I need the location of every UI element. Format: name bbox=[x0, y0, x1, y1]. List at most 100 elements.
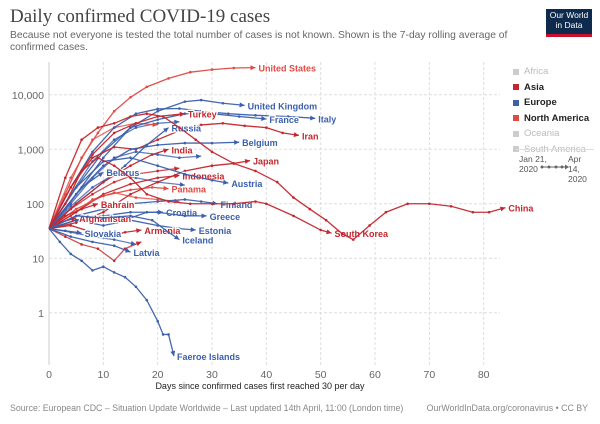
data-point bbox=[64, 176, 67, 180]
owid-logo[interactable]: Our World in Data bbox=[546, 9, 592, 37]
data-point bbox=[129, 192, 132, 196]
data-point bbox=[145, 143, 149, 147]
data-point bbox=[74, 218, 78, 222]
data-point bbox=[167, 333, 170, 336]
series-estonia: Estonia bbox=[48, 218, 233, 237]
series-line bbox=[48, 171, 104, 230]
series-label: India bbox=[172, 145, 194, 155]
data-point bbox=[210, 164, 214, 167]
credit-link[interactable]: OurWorldInData.org/coronavirus • CC BY bbox=[426, 403, 588, 413]
x-tick-label: 60 bbox=[369, 369, 381, 381]
legend-label: Europe bbox=[524, 97, 557, 109]
series-line bbox=[48, 151, 202, 230]
data-point bbox=[129, 164, 132, 167]
legend-item-oceania[interactable]: Oceania bbox=[513, 126, 589, 142]
y-tick-label: 1 bbox=[38, 308, 44, 320]
data-point bbox=[156, 198, 159, 201]
data-point bbox=[178, 227, 181, 230]
arrowhead bbox=[499, 206, 506, 212]
data-point bbox=[178, 156, 181, 160]
data-point bbox=[210, 150, 214, 154]
arrowhead bbox=[163, 148, 169, 154]
data-point bbox=[80, 138, 83, 142]
series-india: India bbox=[48, 144, 195, 230]
series-france: France bbox=[48, 112, 300, 229]
arrowhead bbox=[179, 182, 185, 188]
data-point bbox=[129, 126, 132, 129]
timeline-slider[interactable]: Jan 21, 2020 Apr 14, 2020 bbox=[516, 149, 594, 184]
data-point bbox=[64, 214, 67, 218]
series-russia: Russia bbox=[48, 122, 203, 230]
legend-label: North America bbox=[524, 112, 590, 124]
series-finland: Finland bbox=[48, 198, 254, 230]
data-point bbox=[112, 131, 116, 135]
series-line bbox=[48, 228, 175, 357]
data-point bbox=[183, 172, 187, 176]
data-point bbox=[406, 202, 409, 206]
data-point bbox=[96, 126, 100, 129]
data-point bbox=[64, 229, 67, 233]
arrowhead bbox=[130, 240, 136, 246]
series-label: Croatia bbox=[166, 208, 198, 218]
data-point bbox=[80, 259, 83, 263]
data-point bbox=[69, 186, 73, 189]
data-point bbox=[449, 204, 453, 208]
data-point bbox=[210, 112, 214, 116]
data-point bbox=[188, 202, 192, 206]
y-tick-label: 10 bbox=[32, 253, 44, 265]
data-point bbox=[134, 196, 138, 199]
data-point bbox=[80, 243, 83, 246]
data-point bbox=[91, 240, 94, 244]
data-point bbox=[183, 141, 187, 145]
legend-item-europe[interactable]: Europe bbox=[513, 95, 589, 111]
data-point bbox=[292, 214, 295, 218]
data-point bbox=[129, 176, 132, 180]
data-point bbox=[91, 230, 94, 234]
series-line bbox=[48, 203, 99, 230]
data-point bbox=[150, 218, 154, 222]
series-turkey: Turkey bbox=[48, 108, 218, 229]
legend-label: Asia bbox=[524, 81, 545, 93]
data-point bbox=[69, 176, 73, 180]
data-point bbox=[254, 200, 257, 203]
series-label: Italy bbox=[318, 114, 336, 124]
timeline-track[interactable] bbox=[540, 164, 570, 170]
data-point bbox=[112, 259, 116, 263]
data-point bbox=[145, 298, 149, 302]
data-point bbox=[156, 210, 159, 214]
series-armenia: Armenia bbox=[48, 224, 183, 238]
data-point bbox=[319, 228, 322, 232]
data-point bbox=[156, 109, 159, 113]
data-point bbox=[134, 112, 138, 116]
data-point bbox=[91, 235, 94, 238]
legend-item-asia[interactable]: Asia bbox=[513, 80, 589, 96]
arrowhead bbox=[76, 229, 82, 235]
x-tick-label: 10 bbox=[97, 369, 109, 381]
legend-item-africa[interactable]: Africa bbox=[513, 64, 589, 80]
series-latvia: Latvia bbox=[48, 228, 162, 259]
data-point bbox=[161, 115, 165, 118]
data-point bbox=[210, 141, 214, 145]
data-point bbox=[237, 115, 241, 118]
data-point bbox=[265, 126, 268, 129]
series-bahrain: Bahrain bbox=[48, 199, 136, 230]
series-panama: Panama bbox=[48, 183, 208, 230]
series-label: United States bbox=[258, 64, 316, 74]
x-tick-label: 20 bbox=[152, 369, 164, 381]
arrowhead bbox=[124, 247, 131, 253]
legend-item-north-america[interactable]: North America bbox=[513, 111, 589, 127]
data-point bbox=[112, 109, 116, 113]
data-point bbox=[341, 232, 344, 236]
y-tick-label: 10,000 bbox=[12, 90, 44, 102]
timeline-end: Apr 14, 2020 bbox=[568, 154, 587, 184]
data-point bbox=[129, 218, 132, 222]
timeline-start: Jan 21, 2020 bbox=[519, 154, 547, 174]
data-point bbox=[471, 210, 475, 214]
line-chart: 0 10 20 30 40 50 60 70 80 1 10 100 1,000 10,000 United… bbox=[12, 62, 536, 381]
data-point bbox=[161, 333, 165, 336]
data-point bbox=[156, 153, 159, 156]
data-point bbox=[91, 186, 94, 189]
data-point bbox=[129, 214, 132, 218]
data-point bbox=[156, 121, 159, 125]
data-point bbox=[308, 207, 312, 211]
